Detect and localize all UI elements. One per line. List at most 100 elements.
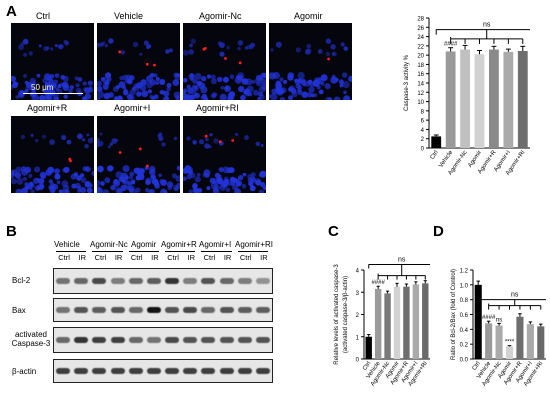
wb-row-label-bax: Bax <box>12 306 26 315</box>
nucleus <box>82 81 87 86</box>
nucleus <box>130 95 135 100</box>
micrograph-agomir <box>269 23 352 100</box>
nucleus <box>258 189 265 193</box>
wb-lane-label-ctrl: Ctrl <box>203 253 216 262</box>
nucleus <box>205 137 209 142</box>
nucleus <box>234 76 242 84</box>
wb-lane-label-ctrl: Ctrl <box>94 253 107 262</box>
nucleus <box>58 44 64 50</box>
nucleus <box>249 182 254 186</box>
nucleus <box>343 90 347 95</box>
y-tick-label: 14 <box>417 82 424 88</box>
nucleus <box>330 44 336 50</box>
nucleus <box>97 42 100 46</box>
nucleus <box>69 85 74 90</box>
nucleus <box>155 77 160 81</box>
wb-band <box>110 307 125 313</box>
wb-band <box>255 337 270 343</box>
tunel-positive-cell <box>203 47 207 50</box>
nucleus <box>77 188 82 193</box>
micrograph-label-agomir: Agomir <box>294 11 323 21</box>
nucleus <box>332 52 335 56</box>
bar-vehicle <box>374 288 382 359</box>
wb-group-agomir: Agomir <box>131 240 157 249</box>
nucleus <box>188 49 195 55</box>
wb-group-underline <box>128 251 159 252</box>
nucleus <box>73 172 78 177</box>
nucleus <box>174 73 180 81</box>
nucleus <box>198 188 203 193</box>
nucleus <box>56 180 61 184</box>
nucleus <box>104 44 108 48</box>
micrograph-cells <box>183 38 266 100</box>
y-tick-label: 4 <box>356 269 360 275</box>
nucleus <box>39 94 46 100</box>
nucleus <box>60 134 67 140</box>
wb-group-agomir-r: Agomir+R <box>161 240 197 249</box>
y-tick-label: 12 <box>417 91 424 97</box>
nucleus <box>183 176 187 181</box>
nucleus <box>283 79 288 85</box>
nucleus <box>59 189 67 193</box>
nucleus <box>87 138 94 144</box>
bar-agomir-r <box>489 49 499 149</box>
nucleus <box>209 177 216 184</box>
y-tick-label: 1.0 <box>460 283 469 289</box>
wb-lane-label-ir: IR <box>114 253 123 262</box>
nucleus <box>194 92 200 99</box>
nucleus <box>129 171 135 177</box>
nucleus <box>189 43 193 48</box>
wb-band <box>146 337 161 343</box>
bar-agomir-nc <box>495 325 503 359</box>
nucleus <box>53 96 60 100</box>
nucleus <box>122 179 126 183</box>
wb-lane-label-ctrl: Ctrl <box>130 253 143 262</box>
wb-lane-label-ir: IR <box>151 253 159 262</box>
nucleus <box>28 51 33 56</box>
nucleus <box>330 76 338 84</box>
nucleus <box>54 73 60 78</box>
nucleus <box>206 74 212 79</box>
nucleus <box>140 168 145 174</box>
panel-label-d: D <box>433 223 444 240</box>
nucleus <box>234 132 239 137</box>
nucleus <box>186 136 191 141</box>
nucleus <box>158 173 162 177</box>
nucleus <box>148 168 156 176</box>
y-tick-label: 26 <box>417 26 424 32</box>
micrograph-label-agomir-r: Agomir+R <box>27 103 68 113</box>
tunel-positive-cell <box>204 134 208 138</box>
nucleus <box>261 83 266 91</box>
nucleus <box>97 137 100 143</box>
wb-band <box>74 337 89 343</box>
nucleus <box>343 46 349 51</box>
nucleus <box>11 84 14 90</box>
nucleus <box>129 188 133 193</box>
nucleus <box>248 44 254 50</box>
nucleus <box>19 90 25 96</box>
bar-agomir <box>393 286 401 359</box>
micrograph-cells <box>97 132 180 193</box>
nucleus <box>172 184 179 191</box>
nucleus <box>97 187 101 193</box>
y-tick-label: 6 <box>421 119 425 125</box>
nucleus <box>50 189 55 193</box>
micrograph-cells <box>183 132 266 193</box>
wb-band <box>219 368 234 374</box>
wb-band <box>165 368 180 374</box>
nucleus <box>97 91 105 99</box>
y-tick-label: 0.6 <box>460 313 469 319</box>
y-tick-label: 1 <box>356 335 360 341</box>
nucleus <box>188 189 193 193</box>
nucleus <box>192 141 197 145</box>
nucleus <box>105 72 112 79</box>
wb-band <box>201 337 216 343</box>
nucleus <box>229 74 235 79</box>
nucleus <box>175 175 180 182</box>
bar-agomir-ri <box>422 283 429 359</box>
nucleus <box>45 169 52 176</box>
nucleus <box>77 133 83 140</box>
y-tick-label: 16 <box>417 72 424 78</box>
nucleus <box>187 166 193 173</box>
